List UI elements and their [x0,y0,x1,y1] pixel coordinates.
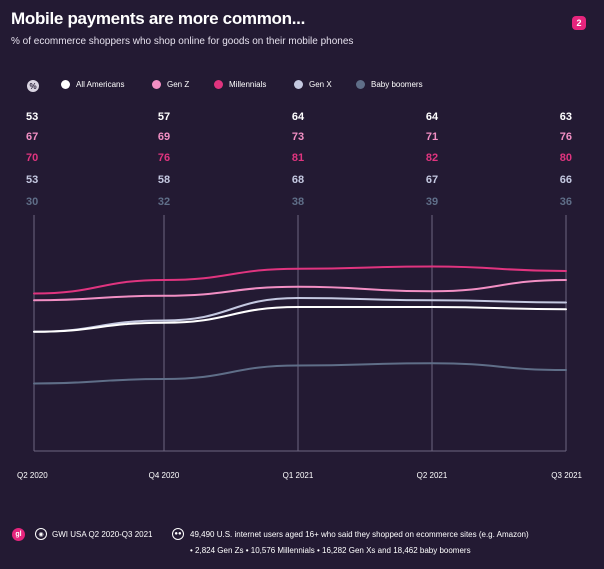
data-label-gen-z-5: 76 [560,131,572,143]
base-text-line1: 49,490 U.S. internet users aged 16+ who … [190,530,529,539]
data-label-gen-x-3: 68 [292,174,304,186]
legend-item-all-americans[interactable]: All Americans [61,80,124,89]
line-chart: 53 57 64 64 63 67 69 73 71 76 70 76 81 82 80 53 58 68 67 66… [17,111,583,480]
legend-label: All Americans [76,80,125,89]
series-line-all-americans[interactable] [33,305,567,333]
legend-item-gen-z[interactable]: Gen Z [152,80,189,89]
data-label-baby-boomers-3: 38 [292,196,304,208]
footer: gl ◉ GWI USA Q2 2020-Q3 2021 ●● 49,490 U… [0,523,604,569]
x-tick-label: Q3 2021 [551,471,582,480]
legend-label: Baby boomers [371,80,423,89]
legend-dot-icon [61,80,70,89]
chart-subtitle: % of ecommerce shoppers who shop online … [11,36,354,47]
legend-dot-icon [214,80,223,89]
legend-item-gen-x[interactable]: Gen X [294,80,332,89]
x-tick-label: Q2 2021 [417,471,448,480]
series-line-baby-boomers[interactable] [33,362,567,385]
data-label-millennials-3: 81 [292,152,304,164]
x-tick-label: Q2 2020 [17,471,48,480]
source-text: GWI USA Q2 2020-Q3 2021 [52,530,153,539]
data-label-millennials-5: 80 [560,152,572,164]
data-label-millennials-1: 70 [26,152,38,164]
percent-icon: % [27,80,39,92]
data-label-gen-z-4: 71 [426,131,438,143]
series-line-gen-x[interactable] [33,296,567,333]
legend-item-millennials[interactable]: Millennials [214,80,266,89]
data-label-all-americans-2: 57 [158,111,170,123]
data-label-millennials-4: 82 [426,152,438,164]
legend-label: Millennials [229,80,267,89]
legend-dot-icon [152,80,161,89]
x-tick-label: Q1 2021 [283,471,314,480]
series-line-millennials[interactable] [33,265,567,295]
legend-dot-icon [294,80,303,89]
page-number-badge[interactable]: 2 [572,16,586,30]
data-label-all-americans-1: 53 [26,111,38,123]
data-label-millennials-2: 76 [158,152,170,164]
data-label-baby-boomers-1: 30 [26,196,38,208]
legend-label: Gen X [309,80,332,89]
data-label-gen-x-5: 66 [560,174,572,186]
x-tick-label: Q4 2020 [149,471,180,480]
data-label-gen-z-3: 73 [292,131,304,143]
series-line-gen-z[interactable] [33,279,567,302]
data-label-gen-x-4: 67 [426,174,438,186]
data-label-gen-x-2: 58 [158,174,170,186]
data-label-gen-x-1: 53 [26,174,38,186]
data-label-baby-boomers-5: 36 [560,196,572,208]
legend-label: Gen Z [167,80,190,89]
legend-dot-icon [356,80,365,89]
gwi-logo-icon: gl [12,528,25,541]
data-label-gen-z-1: 67 [26,131,38,143]
data-label-baby-boomers-2: 32 [158,196,170,208]
data-label-gen-z-2: 69 [158,131,170,143]
data-label-all-americans-4: 64 [426,111,439,123]
data-label-all-americans-3: 64 [292,111,305,123]
data-label-all-americans-5: 63 [560,111,572,123]
chart-title: Mobile payments are more common... [11,9,305,28]
users-icon: ●● [172,528,184,540]
source-icon: ◉ [35,528,47,540]
base-text-line2: • 2,824 Gen Zs • 10,576 Millennials • 16… [190,546,471,555]
legend-item-baby-boomers[interactable]: Baby boomers [356,80,423,89]
data-label-baby-boomers-4: 39 [426,196,438,208]
legend: % All Americans Gen Z Millennials Gen X … [0,0,604,100]
